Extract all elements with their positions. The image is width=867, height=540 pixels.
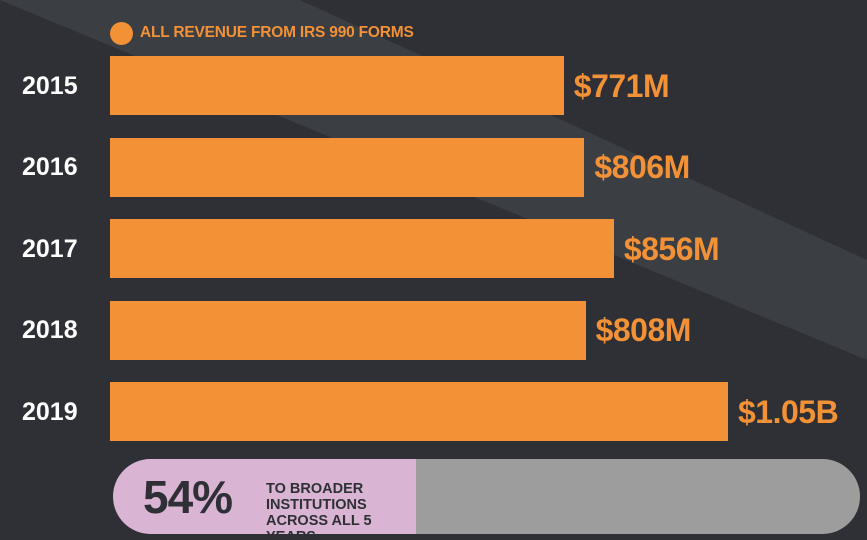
bar-2019 [110,382,728,441]
category-label-2019: 2019 [22,397,78,426]
value-label-2016: $806M [594,149,690,185]
summary-caption-line2: ACROSS ALL 5 YEARS [266,513,372,534]
legend: ALL REVENUE FROM IRS 990 FORMS [110,20,414,46]
value-label-2017: $856M [623,230,720,267]
summary-percent-fill: 54% TO BROADER INSTITUTIONS ACROSS ALL 5… [113,459,416,534]
value-label-2018: $808M [595,312,692,348]
summary-caption: TO BROADER INSTITUTIONS ACROSS ALL 5 YEA… [266,481,416,534]
bar-2016 [110,137,585,197]
category-label-2015: 2015 [22,71,78,100]
category-label-2017: 2017 [22,234,78,263]
summary-pill: 54% TO BROADER INSTITUTIONS ACROSS ALL 5… [113,459,860,534]
bar-2018 [110,300,586,360]
category-label-2018: 2018 [22,316,78,344]
summary-remainder [415,459,860,534]
legend-label: ALL REVENUE FROM IRS 990 FORMS [140,24,414,41]
bar-2015 [110,56,564,115]
summary-percent: 54% [143,471,233,523]
value-label-2019: $1.05B [738,393,839,430]
summary-caption-line1: TO BROADER INSTITUTIONS [266,481,367,513]
legend-swatch [110,21,133,45]
bar-2017 [110,219,614,278]
value-label-2015: $771M [573,67,670,104]
category-label-2016: 2016 [22,153,78,181]
